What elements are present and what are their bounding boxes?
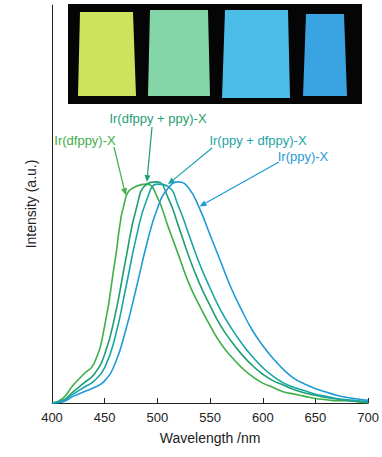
svg-text:400: 400 (41, 410, 63, 425)
svg-text:450: 450 (94, 410, 116, 425)
svg-text:Intensity (a.u.): Intensity (a.u.) (23, 160, 39, 249)
svg-text:Ir(dfppy + ppy)-X: Ir(dfppy + ppy)-X (109, 111, 207, 126)
svg-text:Ir(ppy + dfppy)-X: Ir(ppy + dfppy)-X (209, 133, 307, 148)
svg-text:Ir(ppy)-X: Ir(ppy)-X (278, 149, 329, 164)
svg-text:550: 550 (199, 410, 221, 425)
svg-text:500: 500 (147, 410, 169, 425)
svg-text:700: 700 (357, 410, 379, 425)
svg-text:600: 600 (252, 410, 274, 425)
svg-text:650: 650 (305, 410, 327, 425)
svg-text:Ir(dfppy)-X: Ir(dfppy)-X (54, 133, 116, 148)
svg-text:Wavelength /nm: Wavelength /nm (160, 430, 261, 446)
